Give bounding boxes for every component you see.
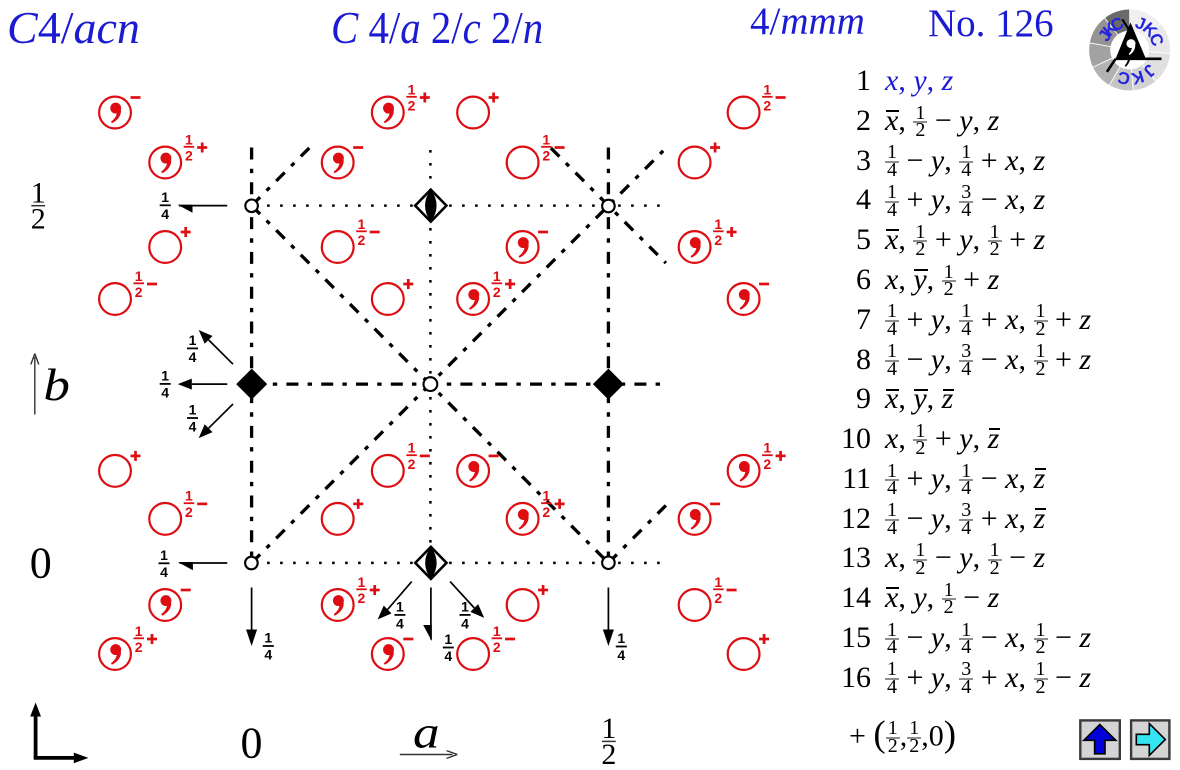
svg-text:1: 1: [135, 623, 143, 639]
svg-text:2: 2: [31, 203, 46, 236]
svg-text:4: 4: [189, 419, 197, 435]
svg-text:1: 1: [161, 368, 169, 384]
svg-text:1: 1: [396, 599, 404, 615]
svg-text:1: 1: [542, 131, 550, 147]
svg-text:1: 1: [189, 402, 197, 418]
svg-text:1: 1: [358, 216, 366, 232]
svg-text:1: 1: [763, 81, 771, 97]
svg-text:4: 4: [161, 206, 169, 222]
svg-text:4: 4: [160, 564, 168, 580]
svg-text:1: 1: [617, 630, 625, 646]
svg-text:1: 1: [601, 712, 616, 745]
svg-text:4: 4: [444, 648, 452, 664]
svg-text:4: 4: [617, 647, 625, 663]
svg-text:4: 4: [396, 616, 404, 632]
svg-text:0: 0: [241, 718, 263, 767]
svg-text:2: 2: [763, 456, 771, 472]
svg-text:1: 1: [185, 488, 193, 504]
svg-text:0: 0: [30, 538, 52, 587]
svg-text:1: 1: [161, 189, 169, 205]
svg-text:1: 1: [493, 268, 501, 284]
svg-text:4: 4: [264, 647, 272, 663]
svg-text:2: 2: [763, 98, 771, 114]
svg-text:4: 4: [461, 616, 469, 632]
svg-text:2: 2: [714, 590, 722, 606]
svg-text:2: 2: [714, 232, 722, 248]
svg-text:2: 2: [493, 639, 501, 655]
svg-text:C: C: [1116, 67, 1132, 88]
svg-text:2: 2: [358, 590, 366, 606]
svg-text:2: 2: [408, 98, 416, 114]
svg-text:4: 4: [189, 349, 197, 365]
svg-text:2: 2: [358, 232, 366, 248]
svg-text:1: 1: [189, 332, 197, 348]
svg-text:b: b: [43, 360, 70, 410]
svg-text:1: 1: [264, 630, 272, 646]
svg-text:1: 1: [185, 131, 193, 147]
svg-text:1: 1: [408, 81, 416, 97]
svg-text:1: 1: [135, 268, 143, 284]
svg-text:2: 2: [185, 148, 193, 164]
svg-text:2: 2: [542, 504, 550, 520]
svg-text:1: 1: [763, 440, 771, 456]
svg-text:1: 1: [542, 488, 550, 504]
svg-text:4: 4: [161, 385, 169, 401]
svg-text:2: 2: [542, 148, 550, 164]
svg-text:a: a: [413, 707, 440, 757]
svg-text:2: 2: [135, 284, 143, 300]
svg-text:1: 1: [493, 623, 501, 639]
svg-text:2: 2: [493, 284, 501, 300]
svg-text:2: 2: [601, 738, 616, 770]
svg-text:1: 1: [31, 176, 46, 209]
svg-text:1: 1: [358, 574, 366, 590]
svg-text:2: 2: [135, 639, 143, 655]
svg-text:1: 1: [461, 599, 469, 615]
svg-text:1: 1: [714, 574, 722, 590]
svg-text:1: 1: [160, 547, 168, 563]
svg-text:K: K: [1128, 67, 1146, 89]
svg-text:1: 1: [714, 216, 722, 232]
svg-text:1: 1: [444, 631, 452, 647]
svg-text:2: 2: [185, 504, 193, 520]
svg-text:1: 1: [408, 440, 416, 456]
svg-text:2: 2: [408, 456, 416, 472]
